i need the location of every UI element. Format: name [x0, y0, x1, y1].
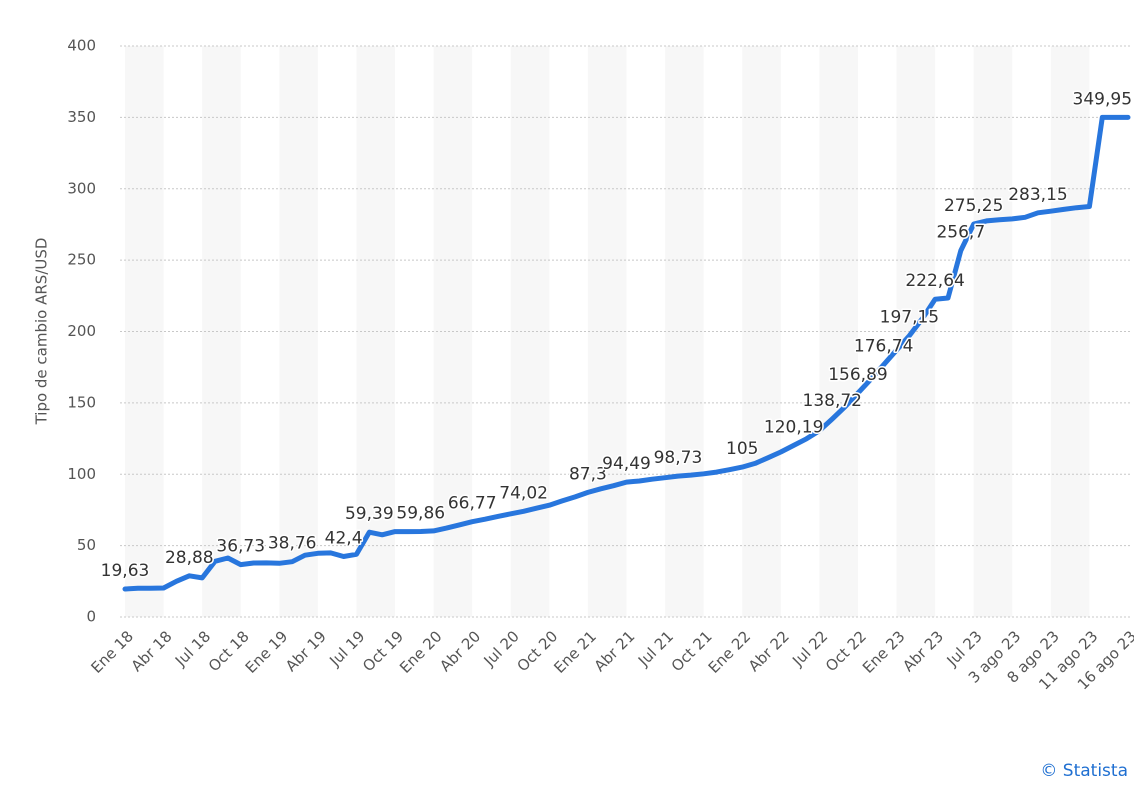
data-label: 19,63 — [101, 561, 150, 581]
y-tick-label: 50 — [77, 536, 96, 554]
x-tick-label: Abr 21 — [591, 627, 639, 675]
y-tick-label: 100 — [67, 465, 96, 483]
data-label: 38,76 — [268, 534, 317, 554]
x-tick-label: Ene 20 — [396, 627, 446, 677]
x-tick-label: Ene 21 — [550, 627, 600, 677]
data-label: 156,89 — [828, 365, 887, 385]
data-label: 59,39 — [345, 504, 394, 524]
credit: © Statista — [1040, 761, 1128, 781]
y-axis-title: Tipo de cambio ARS/USD — [33, 238, 51, 426]
x-tick-label: Ene 18 — [87, 627, 137, 677]
x-tick-label: Ene 23 — [859, 627, 909, 677]
data-label: 98,73 — [654, 448, 703, 468]
data-label: 28,88 — [165, 548, 214, 568]
y-tick-label: 400 — [67, 37, 96, 55]
data-label: 94,49 — [602, 454, 651, 474]
x-tick-label: Abr 23 — [899, 627, 947, 675]
x-tick-label: Abr 20 — [436, 627, 484, 675]
data-label: 222,64 — [905, 271, 964, 291]
data-label: 197,15 — [880, 308, 939, 328]
data-label: 256,7 — [936, 223, 985, 243]
y-tick-label: 200 — [67, 322, 96, 340]
data-label: 87,3 — [569, 464, 607, 484]
y-tick-label: 250 — [67, 251, 96, 269]
data-label: 66,77 — [448, 494, 497, 514]
data-label: 120,19 — [764, 417, 823, 437]
data-label: 349,95 — [1073, 89, 1132, 109]
data-label: 275,25 — [944, 196, 1003, 216]
data-label: 59,86 — [396, 504, 445, 524]
data-label: 283,15 — [1008, 185, 1067, 205]
line — [122, 114, 1131, 592]
data-label: 74,02 — [499, 483, 548, 503]
y-tick-label: 350 — [67, 108, 96, 126]
x-tick-label: Ene 19 — [242, 627, 292, 677]
data-label: 42,4 — [325, 528, 363, 548]
data-label: 176,74 — [854, 337, 913, 357]
x-tick-label: Abr 19 — [282, 627, 330, 675]
x-tick-label: Ene 22 — [705, 627, 755, 677]
data-label: 36,73 — [216, 537, 265, 557]
x-tick-label: Abr 18 — [128, 627, 176, 675]
data-label: 138,72 — [803, 391, 862, 411]
data-label: 105 — [726, 439, 758, 459]
y-tick-label: 150 — [67, 393, 96, 411]
y-tick-label: 300 — [67, 179, 96, 197]
x-tick-label: Abr 22 — [745, 627, 793, 675]
y-tick-label: 0 — [86, 608, 96, 626]
